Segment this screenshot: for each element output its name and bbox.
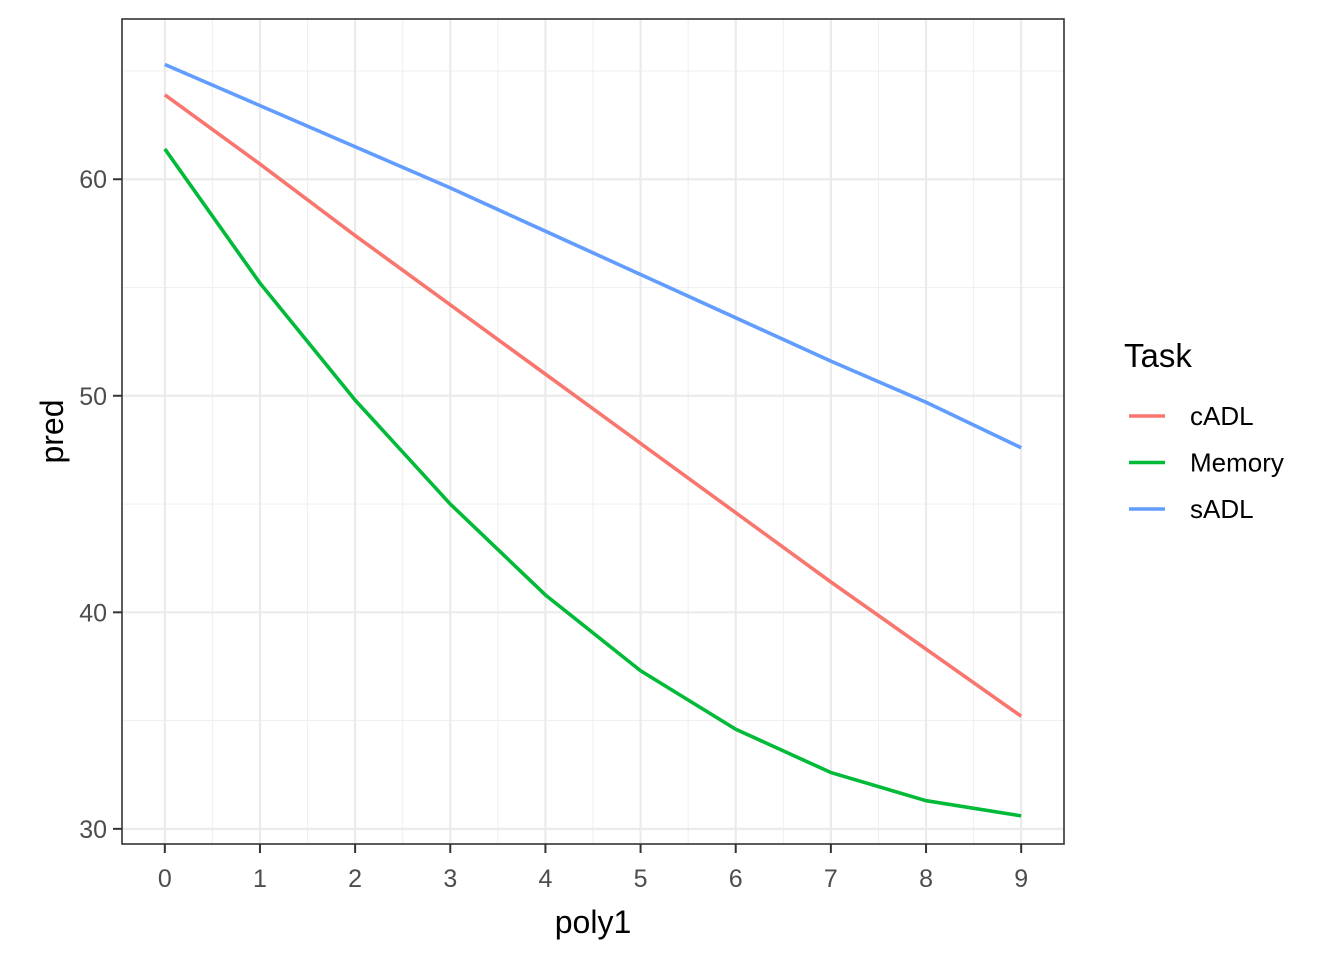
x-axis: 0 1 2 3 4 5 6 7 8 9 [158, 844, 1028, 893]
legend-item-memory: Memory [1129, 448, 1284, 478]
y-axis: 30 40 50 60 [79, 166, 122, 844]
y-axis-title: pred [34, 399, 70, 463]
legend-title: Task [1124, 337, 1192, 374]
legend: Task cADL Memory sADL [1124, 337, 1284, 524]
legend-label-sadl: sADL [1190, 494, 1254, 524]
x-tick-label: 2 [348, 865, 362, 893]
x-tick-label: 8 [919, 865, 933, 893]
legend-label-cadl: cADL [1190, 401, 1254, 431]
minor-gridlines [122, 19, 1064, 844]
x-tick-label: 5 [634, 865, 648, 893]
x-tick-label: 4 [538, 865, 552, 893]
x-tick-label: 9 [1014, 865, 1028, 893]
series-line-memory [163, 147, 1022, 818]
legend-label-memory: Memory [1190, 448, 1284, 478]
y-tick-label: 30 [79, 816, 107, 844]
legend-item-sadl: sADL [1129, 494, 1254, 524]
y-tick-label: 40 [79, 599, 107, 627]
series-lines [163, 62, 1023, 818]
y-tick-label: 60 [79, 166, 107, 194]
x-tick-label: 7 [824, 865, 838, 893]
x-tick-label: 1 [253, 865, 267, 893]
x-axis-title: poly1 [555, 904, 632, 940]
y-tick-label: 50 [79, 383, 107, 411]
series-line-sadl [164, 62, 1022, 450]
x-tick-label: 3 [443, 865, 457, 893]
x-tick-label: 6 [729, 865, 743, 893]
legend-item-cadl: cADL [1129, 401, 1254, 431]
panel-border [121, 18, 1065, 845]
series-line-cadl [163, 93, 1023, 718]
legend-items: cADL Memory sADL [1129, 401, 1284, 524]
x-tick-label: 0 [158, 865, 172, 893]
